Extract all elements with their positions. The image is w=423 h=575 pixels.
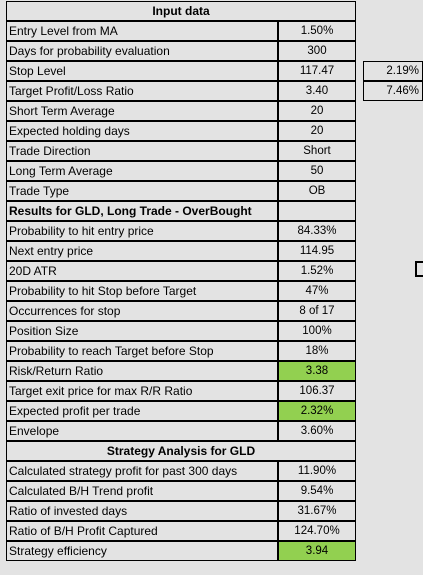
row-label[interactable]: Next entry price — [6, 241, 278, 261]
row-label[interactable]: Short Term Average — [6, 101, 278, 121]
row-label[interactable]: Ratio of B/H Profit Captured — [6, 521, 278, 541]
header-row: Strategy Analysis for GLD — [6, 441, 423, 461]
row-value[interactable]: 20 — [278, 121, 356, 141]
row-value[interactable]: 50 — [278, 161, 356, 181]
table-row: Long Term Average 50 — [6, 161, 423, 181]
row-value[interactable]: 1.52% — [278, 261, 356, 281]
row-label[interactable]: Ratio of invested days — [6, 501, 278, 521]
results-header-blank[interactable] — [278, 201, 356, 221]
table-row: Probability to hit entry price 84.33% — [6, 221, 423, 241]
row-value[interactable]: 100% — [278, 321, 356, 341]
row-label[interactable]: Trade Direction — [6, 141, 278, 161]
table-row: Days for probability evaluation 300 — [6, 41, 423, 61]
strategy-header[interactable]: Strategy Analysis for GLD — [6, 441, 356, 461]
table-row: Target exit price for max R/R Ratio 106.3… — [6, 381, 423, 401]
row-value[interactable]: 84.33% — [278, 221, 356, 241]
table-row: Entry Level from MA 1.50% — [6, 21, 423, 41]
table-row: Position Size 100% — [6, 321, 423, 341]
row-value[interactable]: 3.40 — [278, 81, 356, 101]
row-label[interactable]: Risk/Return Ratio — [6, 361, 278, 381]
row-value[interactable]: 3.60% — [278, 421, 356, 441]
row-value[interactable]: 300 — [278, 41, 356, 61]
row-label[interactable]: Probability to reach Target before Stop — [6, 341, 278, 361]
row-label[interactable]: Days for probability evaluation — [6, 41, 278, 61]
table-row: Occurrences for stop 8 of 17 — [6, 301, 423, 321]
table-row: Ratio of B/H Profit Captured 124.70% — [6, 521, 423, 541]
row-value[interactable]: 3.38 — [278, 361, 356, 381]
table-row: 20D ATR 1.52% — [6, 261, 423, 281]
row-value[interactable]: 117.47 — [278, 61, 356, 81]
row-label[interactable]: Trade Type — [6, 181, 278, 201]
table-row: Probability to reach Target before Stop 1… — [6, 341, 423, 361]
row-value[interactable]: 106.37 — [278, 381, 356, 401]
row-value[interactable]: 9.54% — [278, 481, 356, 501]
cell-selection-indicator[interactable] — [415, 261, 423, 277]
row-value[interactable]: 47% — [278, 281, 356, 301]
table-row: Short Term Average 20 — [6, 101, 423, 121]
table-row: Trade Direction Short — [6, 141, 423, 161]
row-label[interactable]: 20D ATR — [6, 261, 278, 281]
row-label[interactable]: Strategy efficiency — [6, 541, 278, 561]
row-value[interactable]: 124.70% — [278, 521, 356, 541]
table-row: Expected profit per trade 2.32% — [6, 401, 423, 421]
row-label[interactable]: Envelope — [6, 421, 278, 441]
row-label[interactable]: Target Profit/Loss Ratio — [6, 81, 278, 101]
table-row: Stop Level 117.47 2.19% — [6, 61, 423, 81]
row-label[interactable]: Calculated strategy profit for past 300 … — [6, 461, 278, 481]
row-value[interactable]: 11.90% — [278, 461, 356, 481]
row-label[interactable]: Probability to hit entry price — [6, 221, 278, 241]
column-divider — [356, 0, 357, 575]
row-label[interactable]: Stop Level — [6, 61, 278, 81]
row-label[interactable]: Probability to hit Stop before Target — [6, 281, 278, 301]
table-row: Target Profit/Loss Ratio 3.40 7.46% — [6, 81, 423, 101]
row-extra-value[interactable]: 2.19% — [363, 61, 423, 81]
row-label[interactable]: Entry Level from MA — [6, 21, 278, 41]
header-row: Results for GLD, Long Trade - OverBought — [6, 201, 423, 221]
row-extra-value[interactable]: 7.46% — [363, 81, 423, 101]
table-row: Probability to hit Stop before Target 47% — [6, 281, 423, 301]
table-row: Risk/Return Ratio 3.38 — [6, 361, 423, 381]
row-label[interactable]: Occurrences for stop — [6, 301, 278, 321]
row-value[interactable]: Short — [278, 141, 356, 161]
table-row: Expected holding days 20 — [6, 121, 423, 141]
table-row: Calculated strategy profit for past 300 … — [6, 461, 423, 481]
header-row: Input data — [6, 1, 423, 21]
row-value[interactable]: 2.32% — [278, 401, 356, 421]
row-value[interactable]: 18% — [278, 341, 356, 361]
table-row: Envelope 3.60% — [6, 421, 423, 441]
row-value[interactable]: 20 — [278, 101, 356, 121]
row-value[interactable]: 1.50% — [278, 21, 356, 41]
row-label[interactable]: Calculated B/H Trend profit — [6, 481, 278, 501]
row-label[interactable]: Target exit price for max R/R Ratio — [6, 381, 278, 401]
table-row: Ratio of invested days 31.67% — [6, 501, 423, 521]
row-label[interactable]: Position Size — [6, 321, 278, 341]
table-row: Next entry price 114.95 — [6, 241, 423, 261]
row-label[interactable]: Expected profit per trade — [6, 401, 278, 421]
row-value[interactable]: 8 of 17 — [278, 301, 356, 321]
table-row: Calculated B/H Trend profit 9.54% — [6, 481, 423, 501]
table-row: Trade Type OB — [6, 181, 423, 201]
row-value[interactable]: OB — [278, 181, 356, 201]
row-value[interactable]: 31.67% — [278, 501, 356, 521]
results-header[interactable]: Results for GLD, Long Trade - OverBought — [6, 201, 278, 221]
row-label[interactable]: Long Term Average — [6, 161, 278, 181]
table-row: Strategy efficiency 3.94 — [6, 541, 423, 561]
input-data-header[interactable]: Input data — [6, 1, 356, 21]
row-label[interactable]: Expected holding days — [6, 121, 278, 141]
row-value[interactable]: 114.95 — [278, 241, 356, 261]
row-value[interactable]: 3.94 — [278, 541, 356, 561]
